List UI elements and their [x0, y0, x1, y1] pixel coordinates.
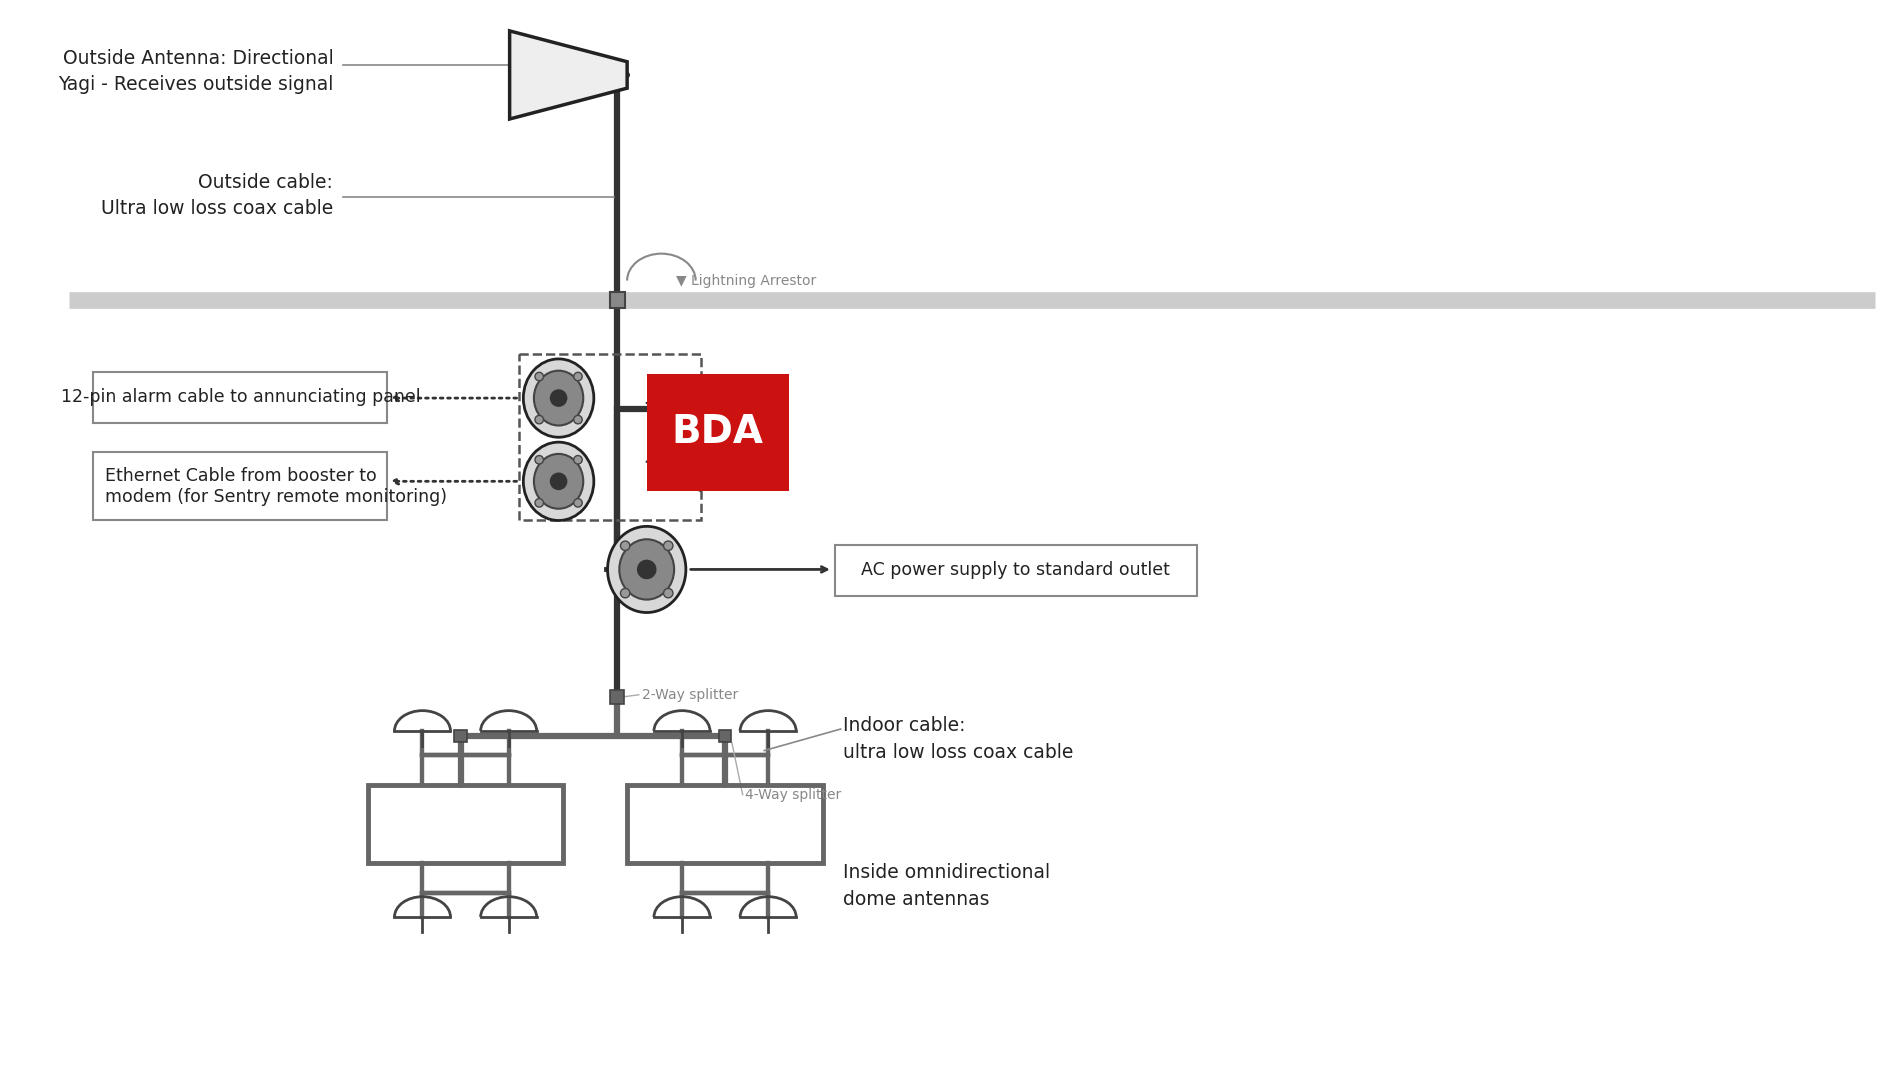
- Polygon shape: [510, 30, 626, 119]
- Circle shape: [535, 455, 543, 464]
- Ellipse shape: [619, 540, 674, 599]
- Circle shape: [573, 372, 583, 381]
- Ellipse shape: [524, 442, 594, 520]
- Ellipse shape: [533, 454, 583, 508]
- Circle shape: [550, 389, 567, 407]
- Circle shape: [621, 541, 630, 551]
- Circle shape: [573, 455, 583, 464]
- Circle shape: [550, 472, 567, 490]
- Bar: [455, 730, 466, 742]
- Circle shape: [535, 415, 543, 424]
- Bar: [609, 292, 625, 308]
- Bar: [367, 785, 564, 863]
- Bar: [647, 374, 788, 491]
- Bar: [834, 545, 1198, 596]
- Text: ▼ Lightning Arrestor: ▼ Lightning Arrestor: [676, 274, 817, 288]
- Ellipse shape: [533, 370, 583, 426]
- Circle shape: [621, 589, 630, 597]
- Text: Outside cable:
Ultra low loss coax cable: Outside cable: Ultra low loss coax cable: [101, 173, 333, 218]
- Bar: [520, 354, 701, 520]
- Ellipse shape: [607, 527, 685, 613]
- Circle shape: [664, 541, 672, 551]
- Text: 4-Way splitter: 4-Way splitter: [744, 787, 842, 801]
- Circle shape: [535, 498, 543, 507]
- Bar: [93, 371, 387, 422]
- Text: Inside omnidirectional
dome antennas: Inside omnidirectional dome antennas: [843, 863, 1049, 909]
- Circle shape: [573, 498, 583, 507]
- Circle shape: [573, 415, 583, 424]
- Text: BDA: BDA: [672, 414, 764, 452]
- Bar: [93, 452, 387, 520]
- Text: 2-Way splitter: 2-Way splitter: [642, 687, 739, 702]
- Circle shape: [638, 559, 657, 579]
- Bar: [626, 785, 823, 863]
- Text: Ethernet Cable from booster to
modem (for Sentry remote monitoring): Ethernet Cable from booster to modem (fo…: [105, 467, 447, 506]
- Circle shape: [535, 372, 543, 381]
- Bar: [611, 690, 625, 704]
- Bar: [718, 730, 731, 742]
- Text: AC power supply to standard outlet: AC power supply to standard outlet: [861, 561, 1171, 580]
- Text: Outside Antenna: Directional
Yagi - Receives outside signal: Outside Antenna: Directional Yagi - Rece…: [57, 49, 333, 94]
- Circle shape: [664, 589, 672, 597]
- Text: Indoor cable:
ultra low loss coax cable: Indoor cable: ultra low loss coax cable: [843, 717, 1074, 761]
- Text: 12-pin alarm cable to annunciating panel: 12-pin alarm cable to annunciating panel: [61, 388, 421, 406]
- Ellipse shape: [524, 358, 594, 438]
